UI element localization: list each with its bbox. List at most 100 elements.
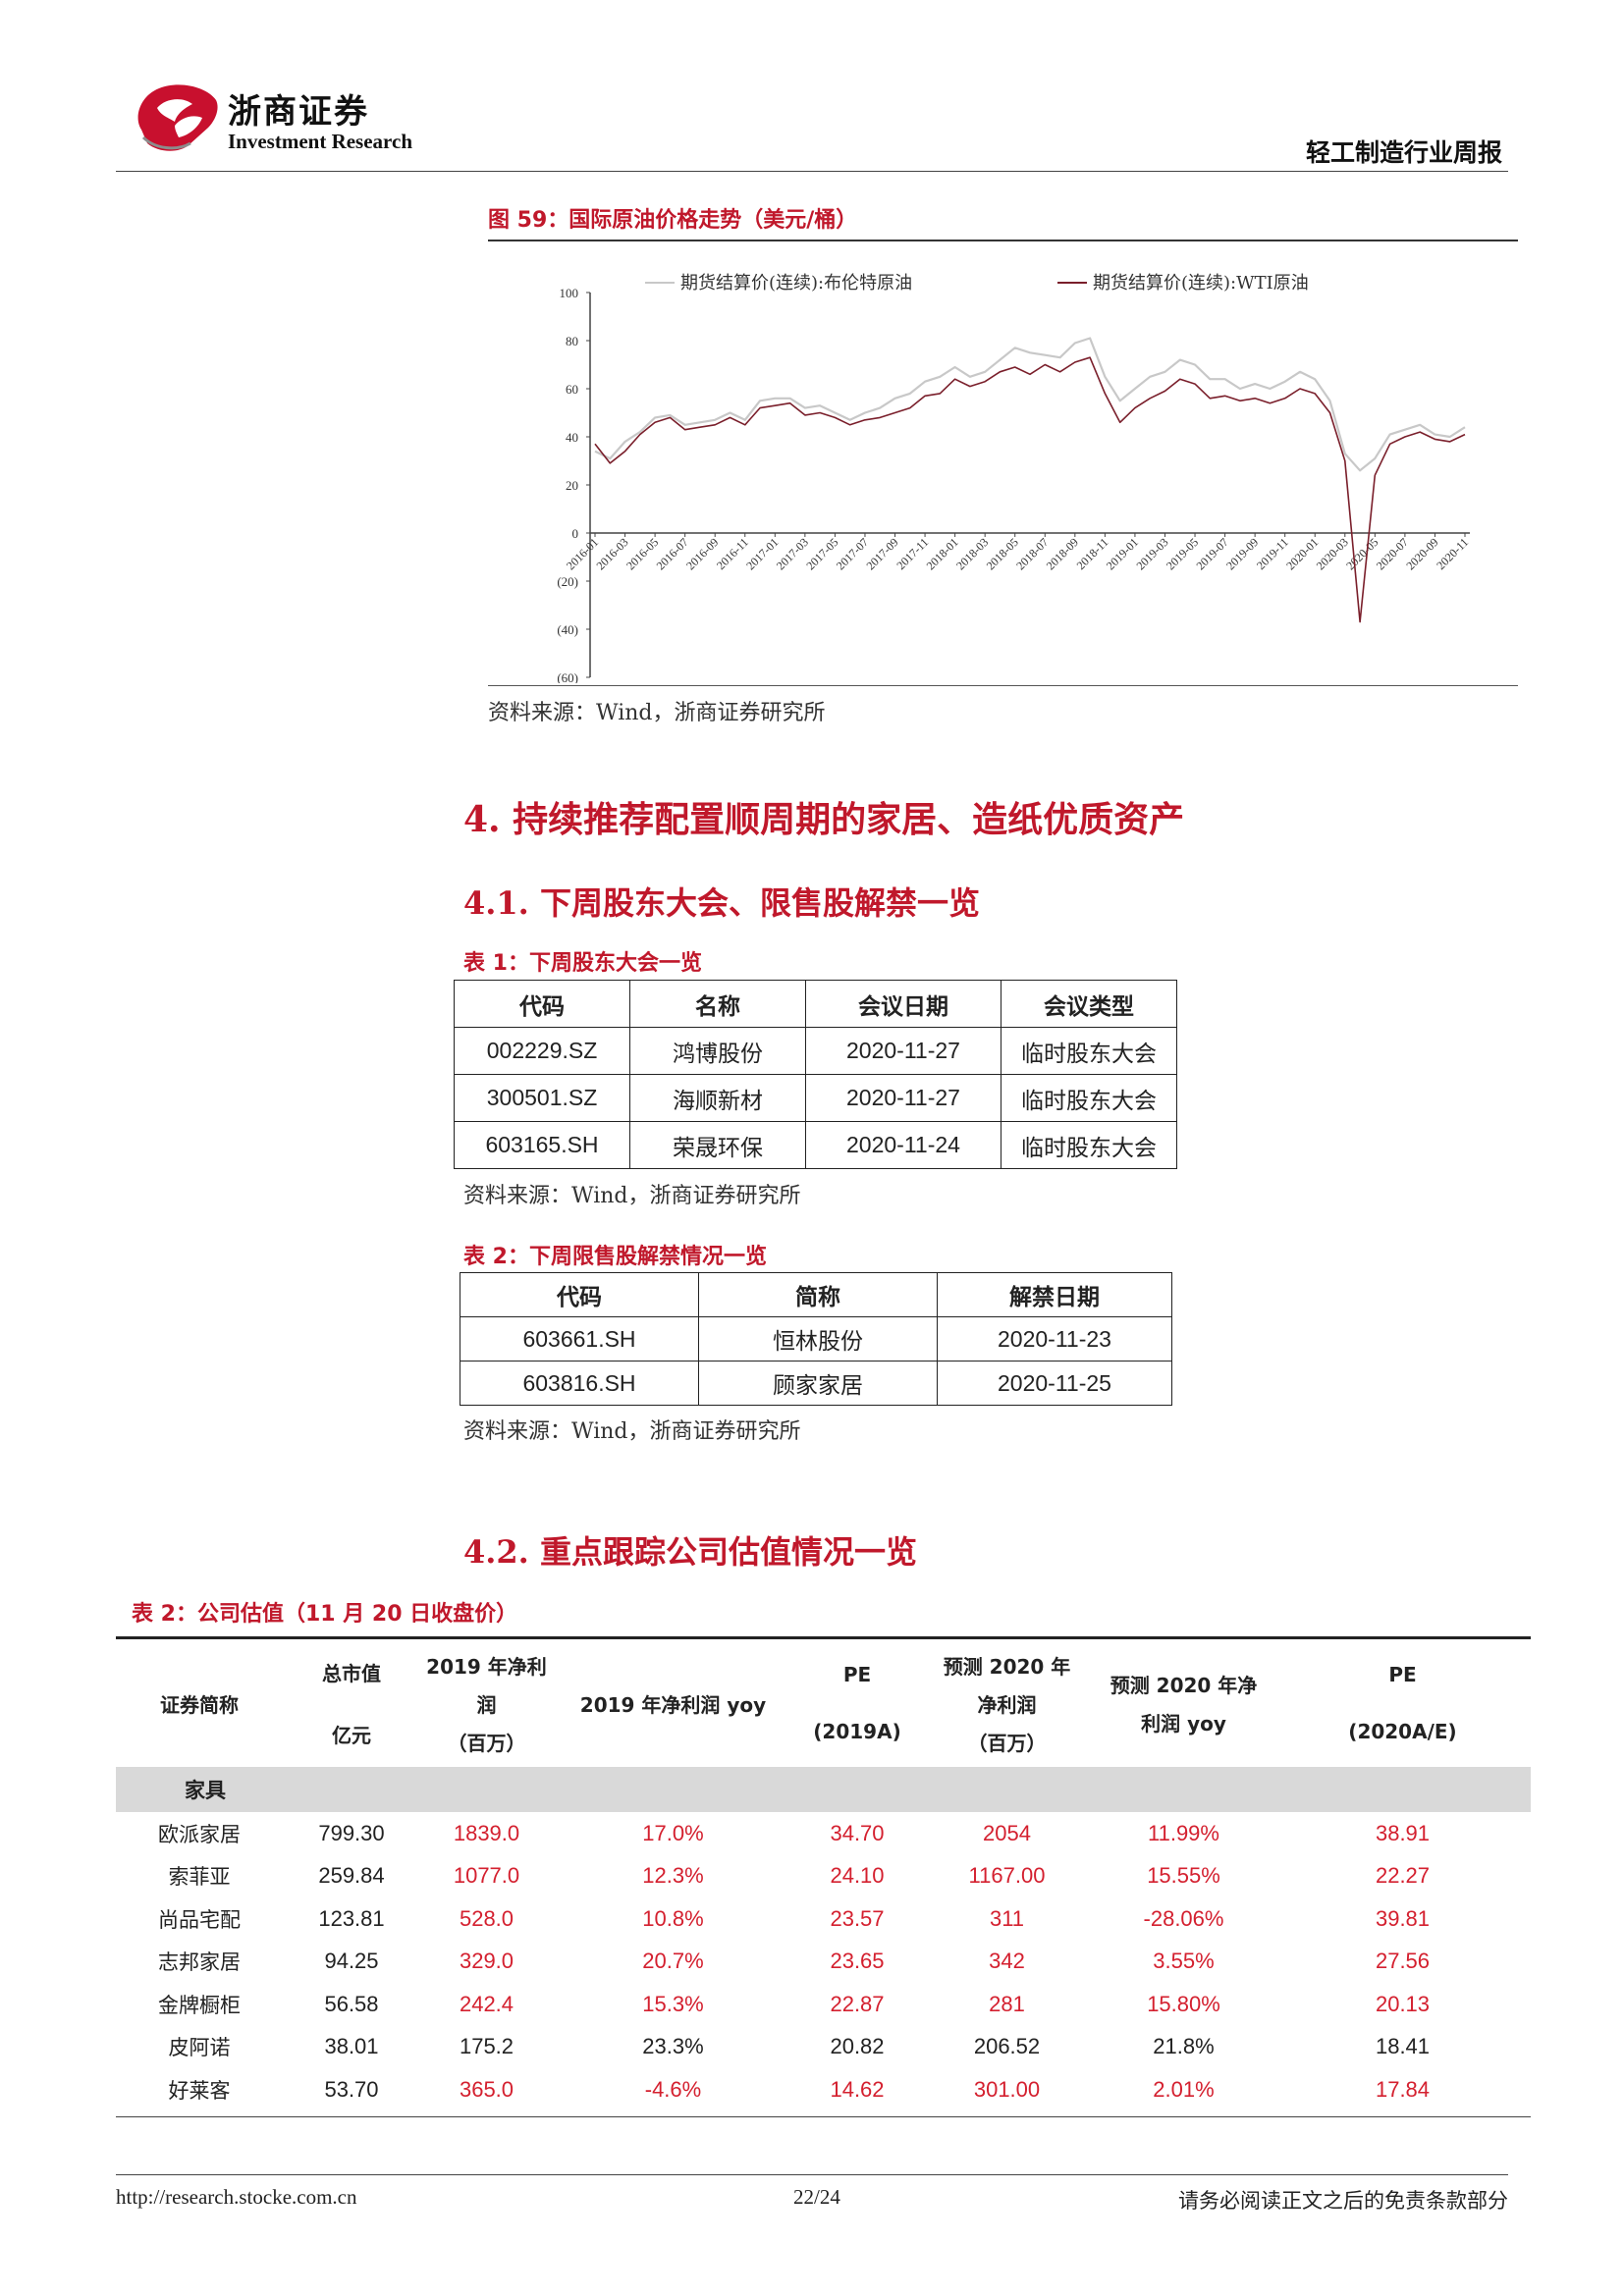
- cell-np2020: 301.00: [973, 2076, 1041, 2102]
- table-row: 志邦家居 94.25 329.0 20.7% 23.65 342 3.55% 27.56: [116, 1941, 1531, 1984]
- x-tick-label: 2020-07: [1374, 535, 1411, 572]
- cell-yoy2019: -4.6%: [644, 2076, 702, 2102]
- cell-yoy2019: 10.8%: [642, 1905, 704, 1931]
- cell-yoy2020: 21.8%: [1153, 2034, 1215, 2059]
- cell-yoy2020: 15.55%: [1147, 1863, 1220, 1889]
- x-tick-label: 2018-05: [984, 535, 1021, 572]
- table2-header: 解禁日期: [937, 1272, 1172, 1317]
- cell-pe2019: 22.87: [830, 1991, 885, 2016]
- cell-yoy2019: 17.0%: [642, 1820, 704, 1845]
- company-logo: [137, 84, 218, 151]
- cell-name: 好莱客: [168, 2078, 231, 2103]
- x-tick-label: 2019-01: [1104, 535, 1141, 572]
- cell-np2020: 1167.00: [968, 1863, 1046, 1889]
- legend-label: 期货结算价(连续):布伦特原油: [680, 273, 912, 294]
- cell-mktcap: 259.84: [318, 1863, 385, 1889]
- table-row: 尚品宅配 123.81 528.0 10.8% 23.57 311 -28.06% 39.81: [116, 1897, 1531, 1941]
- x-tick-label: 2018-11: [1074, 535, 1111, 572]
- table-cell: 鸿博股份: [629, 1027, 806, 1075]
- x-tick-label: 2020-05: [1343, 535, 1380, 572]
- table-cell: 2020-11-24: [805, 1121, 1001, 1169]
- group-label: 家具: [116, 1767, 1531, 1812]
- col-header-pe2020: PE (2020A/E): [1348, 1663, 1457, 1743]
- cell-yoy2020: 15.80%: [1147, 1991, 1220, 2016]
- x-tick-label: 2020-01: [1283, 535, 1321, 572]
- y-tick-label: 80: [566, 334, 578, 348]
- cell-pe2020: 17.84: [1375, 2076, 1431, 2102]
- cell-name: 尚品宅配: [158, 1907, 241, 1932]
- cell-np2020: 2054: [983, 1820, 1031, 1845]
- cell-pe2020: 38.91: [1375, 1820, 1431, 1845]
- x-tick-label: 2020-11: [1434, 535, 1471, 572]
- cell-np2019: 528.0: [459, 1905, 514, 1931]
- x-tick-label: 2016-05: [623, 535, 661, 572]
- table-row: 300501.SZ 海顺新材 2020-11-27 临时股东大会: [454, 1074, 1177, 1122]
- y-tick-label: 40: [566, 430, 578, 445]
- x-tick-label: 2016-07: [654, 535, 691, 572]
- cell-pe2020: 27.56: [1375, 1949, 1431, 1974]
- y-tick-label: (40): [557, 622, 578, 637]
- table2-source: 资料来源：Wind，浙商证券研究所: [463, 1419, 801, 1444]
- cell-mktcap: 799.30: [318, 1820, 385, 1845]
- table-cell: 300501.SZ: [454, 1074, 630, 1122]
- x-tick-label: 2017-05: [803, 535, 840, 572]
- lockup-expiry-table: 代码 简称 解禁日期 603661.SH 恒林股份 2020-11-23 603816…: [460, 1272, 1172, 1406]
- table-cell: 2020-11-25: [937, 1361, 1172, 1406]
- cell-np2020: 206.52: [973, 2034, 1041, 2059]
- table-row: 603816.SH 顾家家居 2020-11-25: [460, 1361, 1172, 1406]
- y-tick-label: 20: [566, 478, 578, 493]
- table-cell: 002229.SZ: [454, 1027, 630, 1075]
- table-cell: 603165.SH: [454, 1121, 630, 1169]
- col-header-yoy2019: 2019 年净利润 yoy: [579, 1692, 767, 1717]
- valuation-table-title: 表 2：公司估值（11 月 20 日收盘价）: [132, 1602, 518, 1627]
- cell-yoy2019: 23.3%: [642, 2034, 704, 2059]
- table-row: 欧派家居 799.30 1839.0 17.0% 34.70 2054 11.99% 38.9…: [116, 1812, 1531, 1855]
- group-row: 家具: [116, 1767, 1531, 1812]
- y-tick-label: 100: [560, 286, 579, 300]
- cell-yoy2020: -28.06%: [1143, 1905, 1224, 1931]
- table-cell: 603816.SH: [460, 1361, 699, 1406]
- x-tick-label: 2017-09: [863, 535, 900, 572]
- header-divider: [116, 171, 1508, 172]
- cell-pe2019: 34.70: [830, 1820, 885, 1845]
- cell-pe2020: 20.13: [1375, 1991, 1431, 2016]
- col-header-name: 证券简称: [160, 1692, 239, 1717]
- cell-yoy2020: 2.01%: [1153, 2076, 1215, 2102]
- table-cell: 临时股东大会: [1001, 1121, 1177, 1169]
- x-tick-label: 2019-05: [1164, 535, 1201, 572]
- cell-mktcap: 38.01: [324, 2034, 379, 2059]
- y-tick-label: (20): [557, 574, 578, 589]
- x-tick-label: 2020-09: [1403, 535, 1440, 572]
- cell-np2019: 242.4: [459, 1991, 514, 2016]
- table1-source: 资料来源：Wind，浙商证券研究所: [463, 1184, 801, 1208]
- figure-source: 资料来源：Wind，浙商证券研究所: [488, 701, 826, 725]
- section-heading: 4. 持续推荐配置顺周期的家居、造纸优质资产: [463, 799, 1185, 840]
- col-header-np2019: 2019 年净利润（百万）: [426, 1654, 547, 1755]
- table2-title: 表 2：下周限售股解禁情况一览: [463, 1245, 767, 1269]
- x-tick-label: 2018-07: [1013, 535, 1051, 572]
- x-tick-label: 2018-01: [924, 535, 961, 572]
- cell-np2019: 175.2: [459, 2034, 514, 2059]
- cell-mktcap: 123.81: [318, 1905, 385, 1931]
- table1-header: 会议日期: [805, 980, 1001, 1028]
- subsection-heading-4-1: 4.1. 下周股东大会、限售股解禁一览: [463, 884, 980, 922]
- x-tick-label: 2016-11: [714, 535, 751, 572]
- x-tick-label: 2016-03: [593, 535, 630, 572]
- footer-url[interactable]: http://research.stocke.com.cn: [116, 2185, 357, 2209]
- cell-pe2019: 20.82: [830, 2034, 885, 2059]
- table-cell: 2020-11-27: [805, 1074, 1001, 1122]
- x-tick-label: 2019-09: [1223, 535, 1261, 572]
- y-tick-label: (60): [557, 670, 578, 683]
- legend-label: 期货结算价(连续):WTI原油: [1093, 273, 1309, 294]
- cell-yoy2019: 12.3%: [642, 1863, 704, 1889]
- series-line-wti: [594, 356, 1466, 623]
- table-cell: 荣晟环保: [629, 1121, 806, 1169]
- col-header-np2020: 预测 2020 年净利润 （百万）: [943, 1654, 1071, 1755]
- cell-yoy2020: 3.55%: [1153, 1949, 1215, 1974]
- table-cell: 临时股东大会: [1001, 1027, 1177, 1075]
- col-header-mktcap: 总市值 亿元: [322, 1662, 381, 1747]
- cell-np2019: 365.0: [459, 2076, 514, 2102]
- brand-name-en: Investment Research: [228, 130, 412, 153]
- cell-pe2019: 14.62: [830, 2076, 885, 2102]
- shareholder-meeting-table: 代码 名称 会议日期 会议类型 002229.SZ 鸿博股份 2020-11-27 临…: [454, 980, 1177, 1169]
